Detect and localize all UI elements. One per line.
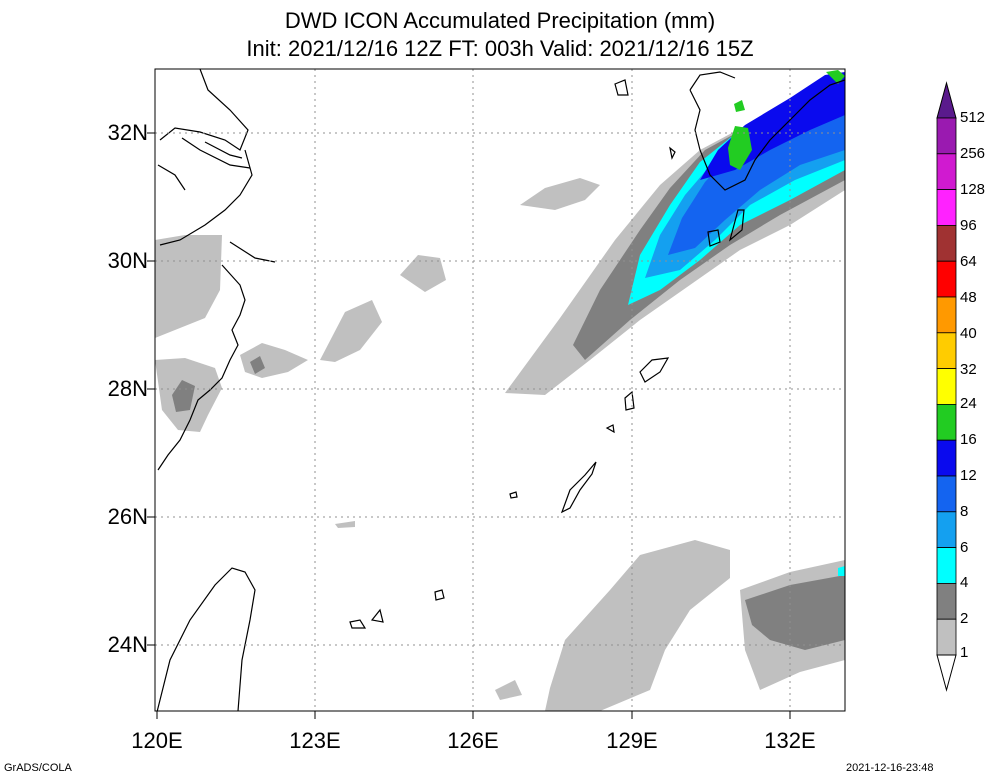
colorbar-swatch-1 bbox=[936, 618, 957, 656]
colorbar-swatch-64 bbox=[936, 224, 957, 262]
colorbar-label-32: 32 bbox=[960, 361, 977, 378]
map-frame bbox=[154, 68, 846, 712]
colorbar-label-1: 1 bbox=[960, 644, 969, 661]
lat-label-24n: 24N bbox=[107, 632, 148, 657]
colorbar-swatch-32 bbox=[936, 332, 957, 369]
lon-label-126e: 126E bbox=[447, 728, 499, 753]
lon-label-120e: 120E bbox=[131, 728, 183, 753]
grid-lines bbox=[155, 69, 845, 711]
colorbar-label-24: 24 bbox=[960, 395, 977, 412]
colorbar bbox=[936, 81, 957, 692]
colorbar-swatch-256 bbox=[936, 117, 957, 155]
colorbar-label-8: 8 bbox=[960, 503, 969, 520]
lon-label-123e: 123E bbox=[289, 728, 341, 753]
colorbar-swatch-12 bbox=[936, 439, 957, 477]
colorbar-label-4: 4 bbox=[960, 574, 969, 591]
colorbar-swatch-128 bbox=[936, 153, 957, 191]
colorbar-swatch-40 bbox=[936, 296, 957, 334]
colorbar-swatch-24 bbox=[936, 368, 957, 405]
lon-label-129e: 129E bbox=[606, 728, 658, 753]
footer-credit: GrADS/COLA bbox=[4, 762, 72, 774]
lat-label-30n: 30N bbox=[107, 248, 148, 273]
precip-fields bbox=[155, 70, 845, 711]
colorbar-swatch-6 bbox=[936, 511, 957, 548]
colorbar-swatch-2 bbox=[936, 583, 957, 620]
chart-title: DWD ICON Accumulated Precipitation (mm) bbox=[284, 8, 716, 33]
colorbar-label-512: 512 bbox=[960, 109, 986, 126]
lat-label-28n: 28N bbox=[107, 376, 148, 401]
colorbar-label-12: 12 bbox=[960, 467, 977, 484]
colorbar-label-6: 6 bbox=[960, 539, 969, 556]
axis-ticks bbox=[147, 132, 791, 719]
colorbar-swatch-8 bbox=[936, 475, 957, 513]
colorbar-swatch-48 bbox=[936, 260, 957, 298]
footer-timestamp: 2021-12-16-23:48 bbox=[846, 762, 934, 774]
coastlines bbox=[156, 69, 845, 711]
lat-label-32n: 32N bbox=[107, 120, 148, 145]
lon-label-132e: 132E bbox=[764, 728, 816, 753]
colorbar-label-96: 96 bbox=[960, 217, 977, 234]
colorbar-swatch-16 bbox=[936, 403, 957, 441]
precip-16mm bbox=[728, 70, 845, 170]
colorbar-label-128: 128 bbox=[960, 181, 986, 198]
precip-4mm-east bbox=[838, 566, 845, 576]
colorbar-label-48: 48 bbox=[960, 289, 977, 306]
colorbar-label-40: 40 bbox=[960, 325, 977, 342]
chart-subtitle: Init: 2021/12/16 12Z FT: 003h Valid: 202… bbox=[246, 36, 754, 61]
colorbar-label-256: 256 bbox=[960, 145, 986, 162]
colorbar-label-64: 64 bbox=[960, 253, 977, 270]
lat-label-26n: 26N bbox=[107, 504, 148, 529]
colorbar-label-2: 2 bbox=[960, 610, 969, 627]
colorbar-top-arrow bbox=[936, 81, 957, 119]
colorbar-label-16: 16 bbox=[960, 431, 977, 448]
colorbar-swatch-4 bbox=[936, 547, 957, 584]
colorbar-swatch-96 bbox=[936, 189, 957, 226]
colorbar-bottom-arrow bbox=[936, 654, 957, 692]
